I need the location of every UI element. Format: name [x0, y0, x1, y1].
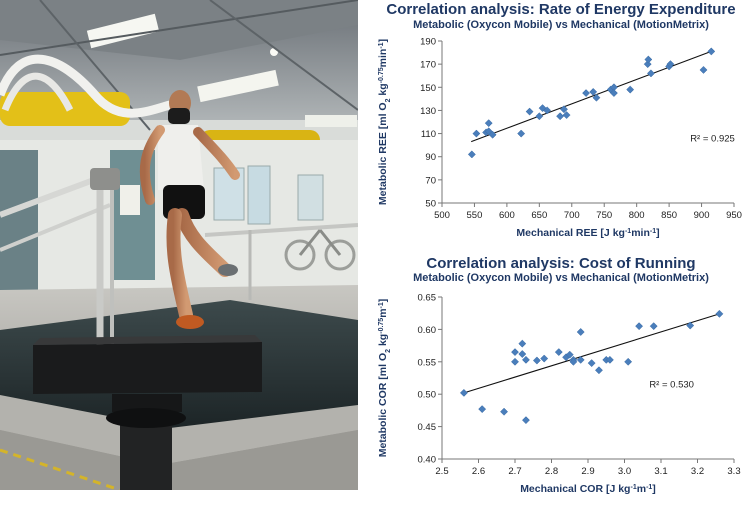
chart1-x-tick-label: 800 [629, 210, 645, 221]
chart1-y-tick-label: 50 [425, 199, 436, 210]
chart1-data-point [556, 112, 565, 121]
chart1-data-point [582, 89, 591, 98]
chart1-y-tick-label: 170 [420, 60, 436, 71]
chart1-data-point [467, 150, 476, 159]
chart1-y-tick-label: 110 [421, 129, 436, 140]
chart1-data-point [488, 130, 497, 139]
chart2-data-point [511, 348, 519, 357]
chart1-title: Correlation analysis: Rate of Energy Exp… [386, 1, 736, 18]
chart1-data-point [562, 111, 571, 120]
chart2-svg: 0.40 0.45 0.50 0.55 0.60 0.65 2.5 2.6 2.7 2.8 2.9 3… [377, 293, 741, 496]
chart2-x-tick-label: 3.0 [618, 466, 631, 477]
chart2-y-axis-title: Metabolic COR [ml O2 kg-0.75m-1] [377, 299, 392, 458]
chart1-x-tick-label: 850 [661, 210, 677, 221]
chart1-x-tick-label: 700 [564, 210, 580, 221]
chart2-data-point [500, 407, 509, 416]
chart1-y-tick-label: 130 [420, 106, 436, 117]
chart1-y-tick-label: 90 [425, 152, 436, 163]
chart1-trendline [471, 50, 712, 143]
chart2-y-tick-label: 0.40 [418, 455, 437, 466]
chart2-y-tick-label: 0.65 [418, 293, 437, 304]
chart2-x-axis-title: Mechanical COR [J kg-1m-1] [520, 483, 656, 495]
chart2-subtitle: Metabolic (Oxycon Mobile) vs Mechanical … [413, 272, 709, 284]
chart1-x-tick-label: 650 [531, 210, 547, 221]
chart2-data-point [715, 309, 724, 318]
chart1-data-point [643, 60, 652, 69]
chart1-data-point [484, 119, 493, 128]
chart1-y-tick-label: 190 [420, 37, 436, 48]
chart1-data-point [699, 65, 708, 74]
chart1-data-point [646, 69, 655, 78]
chart2-x-tick-label: 3.1 [654, 466, 667, 477]
chart2-data-point [635, 322, 644, 331]
chart1-data-point [644, 55, 653, 64]
chart2-data-point [576, 355, 585, 364]
chart1-data-point [472, 129, 481, 138]
chart1-data-point [525, 107, 534, 116]
chart1-data-point [517, 129, 526, 138]
chart1-data-point [560, 105, 568, 114]
chart2-data-point [459, 388, 468, 397]
chart1-data-point [592, 93, 601, 102]
chart2-data-point [649, 322, 658, 331]
chart2-y-tick-label: 0.45 [418, 422, 437, 433]
chart2-data-point [518, 339, 527, 348]
chart1-x-tick-label: 550 [467, 210, 483, 221]
chart1-x-tick-label: 950 [726, 210, 742, 221]
chart1-data-point [535, 112, 544, 121]
chart2-data-point [605, 355, 614, 364]
chart1-y-tick-label: 150 [420, 83, 436, 94]
chart2-data-point [587, 359, 596, 368]
chart2-y-tick-label: 0.50 [418, 390, 437, 401]
chart1-data-point [543, 106, 552, 115]
chart2-x-tick-label: 2.6 [472, 466, 485, 477]
chart1-r2-label: R² = 0.925 [690, 133, 735, 144]
chart1-svg: 50 70 90 110 130 150 170 190 500 550 600 650 700 750 8… [377, 37, 742, 240]
chart1-subtitle: Metabolic (Oxycon Mobile) vs Mechanical … [413, 19, 709, 31]
chart2-data-point [624, 357, 633, 366]
chart2-x-tick-label: 2.8 [545, 466, 558, 477]
chart1-data-point [484, 127, 493, 136]
chart2-data-point [511, 357, 519, 366]
chart1-x-tick-label: 500 [434, 210, 450, 221]
chart2-data-point [569, 357, 578, 366]
chart2-data-point [521, 355, 530, 364]
chart2-x-tick-label: 2.7 [508, 466, 521, 477]
chart2-r2-label: R² = 0.530 [649, 380, 694, 391]
chart2-data-point [576, 328, 585, 336]
chart2-x-tick-label: 3.3 [727, 466, 740, 477]
chart2-trendline [463, 313, 720, 394]
chart2-x-tick-label: 3.2 [691, 466, 704, 477]
chart1-y-tick-label: 70 [425, 175, 436, 186]
chart2-data-point [518, 350, 527, 358]
chart1-y-axis-title: Metabolic REE [ml O2 kg-0.75min-1] [377, 39, 392, 205]
chart1-data-point [707, 47, 716, 56]
chart2-data-point [554, 348, 563, 357]
chart1-data-point [666, 60, 675, 69]
chart2-data-point [521, 416, 530, 425]
chart1-x-tick-label: 900 [694, 210, 710, 221]
chart2-x-tick-label: 2.5 [435, 466, 448, 477]
chart1-data-point [610, 89, 618, 98]
chart1-x-axis-title: Mechanical REE [J kg-1min-1] [516, 227, 659, 239]
chart2-y-tick-label: 0.55 [418, 357, 437, 368]
chart2-data-point [565, 350, 574, 359]
chart1-data-point [589, 87, 598, 96]
chart2-data-point [686, 321, 695, 330]
chart2-data-point [594, 366, 603, 375]
chart1-x-tick-label: 750 [596, 210, 612, 221]
chart2-title: Correlation analysis: Cost of Running [426, 255, 696, 272]
chart2-data-point [532, 356, 541, 365]
chart1-x-tick-label: 600 [499, 210, 515, 221]
chart2-data-point [478, 405, 487, 414]
treadmill-photo [0, 0, 358, 490]
chart2-data-point [540, 354, 549, 363]
chart1-data-point [626, 85, 635, 94]
chart2-x-tick-label: 2.9 [581, 466, 594, 477]
chart2-y-tick-label: 0.60 [418, 325, 437, 336]
